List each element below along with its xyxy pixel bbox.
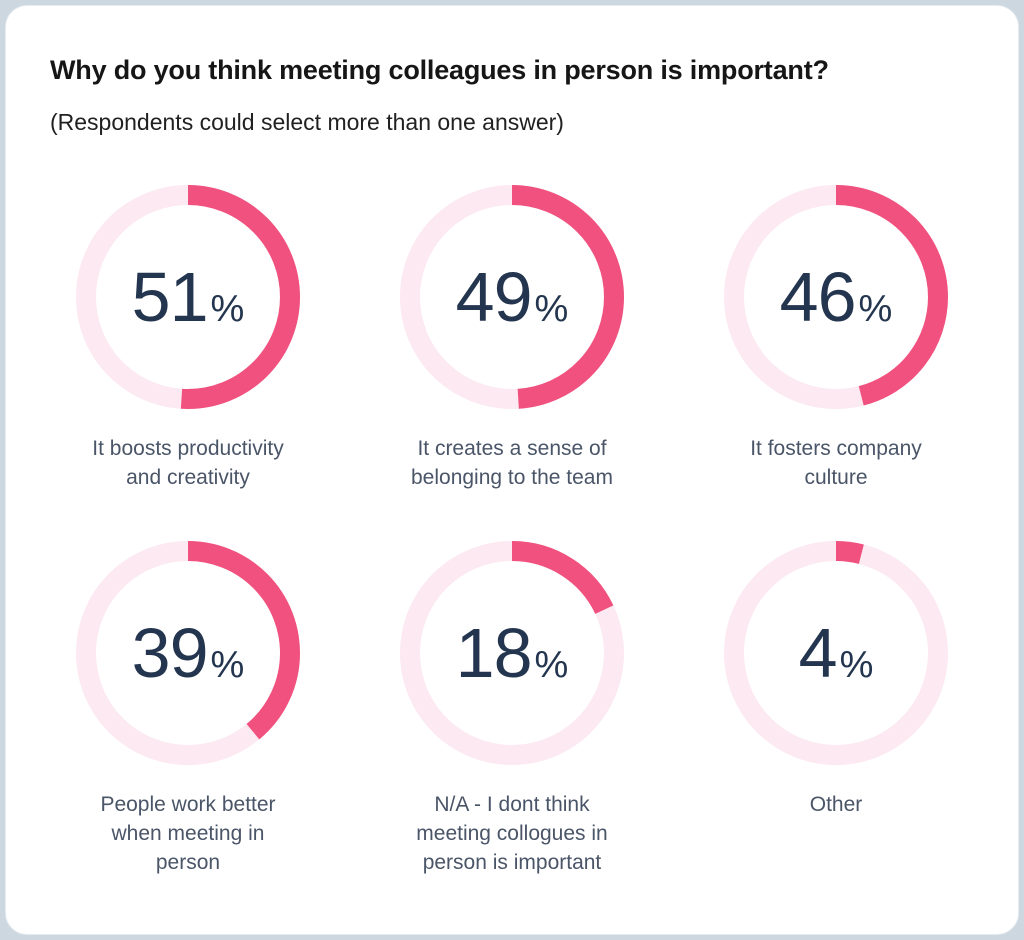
donut-ring-svg — [724, 541, 948, 766]
donut-value-wrap: 46% — [724, 185, 948, 409]
donut-value: 39 — [131, 614, 209, 693]
donut-chart: 51% — [76, 185, 300, 410]
donut-ring-svg — [724, 185, 948, 410]
donut-ring-svg — [400, 541, 624, 766]
donut-cell: 4% Other — [724, 541, 948, 878]
donut-value: 4 — [798, 614, 838, 693]
donut-value: 51 — [131, 258, 209, 337]
donut-value-wrap: 39% — [76, 541, 300, 765]
percent-sign: % — [210, 288, 245, 331]
donut-chart: 4% — [724, 541, 948, 766]
donut-cell: 49% It creates a sense of belonging to t… — [400, 185, 624, 493]
donut-fill — [76, 541, 300, 766]
percent-sign: % — [858, 288, 893, 331]
donut-grid: 51% It boosts productivity and creativit… — [6, 185, 1018, 878]
donut-label: It boosts productivity and creativity — [92, 437, 284, 490]
survey-card: Why do you think meeting colleagues in p… — [5, 5, 1019, 935]
donut-label: It creates a sense of belonging to the t… — [411, 437, 613, 490]
donut-value: 46 — [779, 258, 857, 337]
donut-fill — [724, 185, 948, 410]
donut-chart: 49% — [400, 185, 624, 410]
percent-sign: % — [534, 644, 569, 687]
donut-cell: 46% It fosters company culture — [724, 185, 948, 493]
donut-chart: 39% — [76, 541, 300, 766]
donut-ring-svg — [76, 541, 300, 766]
donut-label: People work better when meeting in perso… — [100, 793, 276, 875]
donut-cell: 18% N/A - I dont think meeting collogues… — [400, 541, 624, 878]
donut-label: Other — [809, 793, 863, 817]
donut-ring-svg — [76, 185, 300, 410]
percent-sign: % — [210, 644, 245, 687]
donut-value: 18 — [455, 614, 533, 693]
donut-value-wrap: 18% — [400, 541, 624, 765]
donut-cell: 39% People work better when meeting in p… — [76, 541, 300, 878]
donut-fill — [76, 185, 300, 410]
donut-value-wrap: 51% — [76, 185, 300, 409]
donut-chart: 18% — [400, 541, 624, 766]
donut-fill — [400, 185, 624, 410]
donut-label: N/A - I dont think meeting collogues in … — [416, 793, 608, 875]
donut-cell: 51% It boosts productivity and creativit… — [76, 185, 300, 493]
donut-fill — [724, 541, 948, 766]
donut-fill — [400, 541, 624, 766]
percent-sign: % — [534, 288, 569, 331]
donut-value-wrap: 49% — [400, 185, 624, 409]
donut-value-wrap: 4% — [724, 541, 948, 765]
donut-value: 49 — [455, 258, 533, 337]
donut-ring-svg — [400, 185, 624, 410]
donut-chart: 46% — [724, 185, 948, 410]
card-header: Why do you think meeting colleagues in p… — [6, 54, 1018, 137]
chart-subtitle: (Respondents could select more than one … — [50, 109, 564, 136]
percent-sign: % — [839, 644, 874, 687]
donut-label: It fosters company culture — [750, 437, 922, 490]
chart-title: Why do you think meeting colleagues in p… — [50, 55, 829, 85]
